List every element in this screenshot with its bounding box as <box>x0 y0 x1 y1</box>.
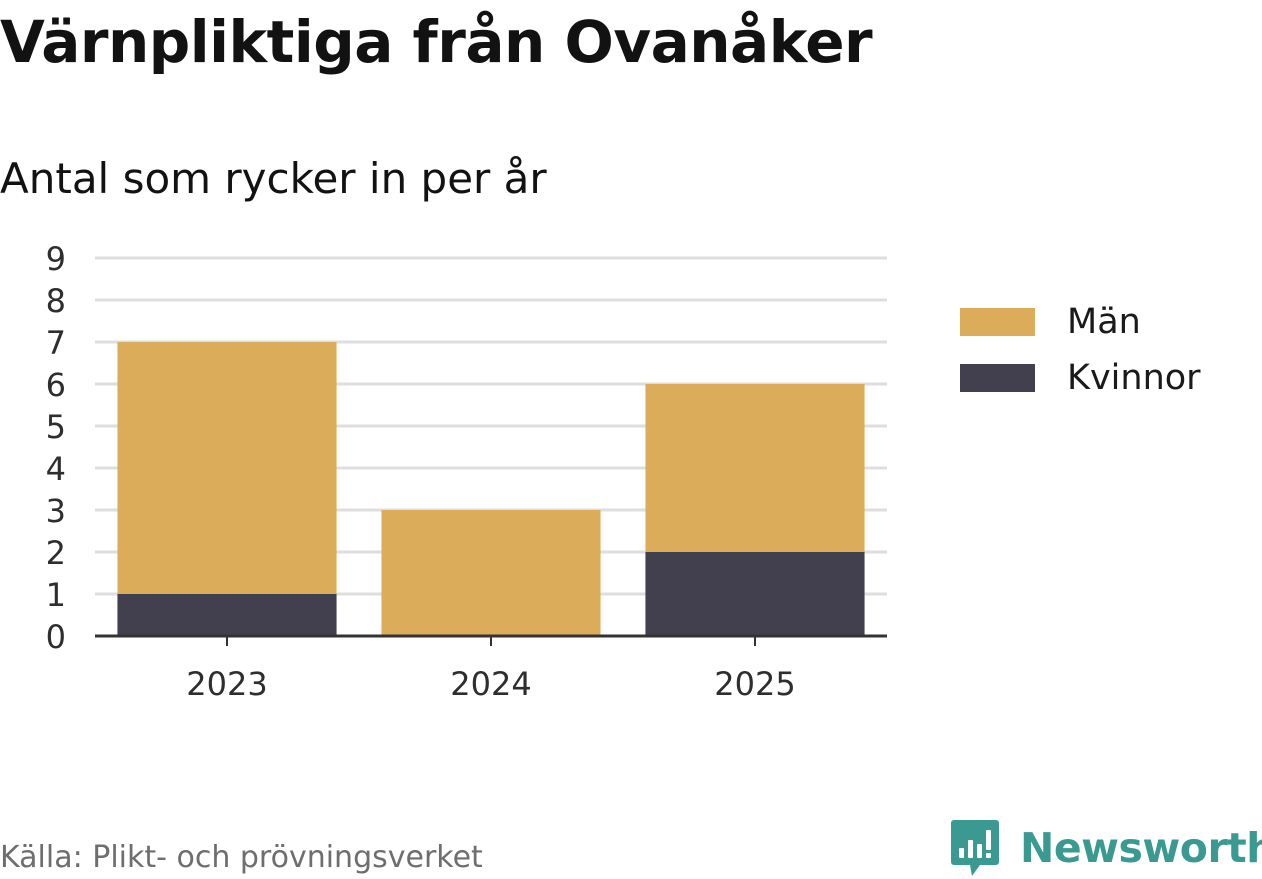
bar-2025-kvinnor <box>645 552 865 636</box>
y-tick-label-9: 9 <box>46 240 66 278</box>
bar-2024-mn <box>381 510 601 636</box>
y-tick-label-1: 1 <box>46 576 66 614</box>
source-note: Källa: Plikt- och prövningsverket <box>0 840 483 875</box>
newsworthy-logo-icon <box>951 820 999 876</box>
y-tick-label-4: 4 <box>46 450 66 488</box>
chart-subtitle: Antal som rycker in per år <box>0 154 547 203</box>
x-tick-label-2024: 2024 <box>450 665 531 703</box>
y-tick-label-8: 8 <box>46 282 66 320</box>
bar-2023-mn <box>117 342 337 594</box>
newsworthy-logo: Newsworthy <box>950 818 1262 878</box>
bar-2025-mn <box>645 384 865 552</box>
y-tick-label-2: 2 <box>46 534 66 572</box>
brand-name: Newsworthy <box>1020 824 1262 872</box>
x-tick-label-2023: 2023 <box>186 665 267 703</box>
bar-2023-kvinnor <box>117 594 337 636</box>
legend-item-kvinnor: Kvinnor <box>960 350 1201 406</box>
legend-swatch-man <box>960 308 1035 336</box>
legend-label-kvinnor: Kvinnor <box>1067 358 1201 398</box>
y-tick-label-7: 7 <box>46 324 66 362</box>
y-tick-label-5: 5 <box>46 408 66 446</box>
x-tick-label-2025: 2025 <box>714 665 795 703</box>
legend-swatch-kvinnor <box>960 364 1035 392</box>
legend-label-man: Män <box>1067 302 1141 342</box>
legend-item-man: Män <box>960 294 1201 350</box>
legend: Män Kvinnor <box>960 294 1201 406</box>
y-tick-label-3: 3 <box>46 492 66 530</box>
chart-title: Värnpliktiga från Ovanåker <box>0 8 873 76</box>
y-tick-label-0: 0 <box>46 618 66 656</box>
y-tick-label-6: 6 <box>46 366 66 404</box>
